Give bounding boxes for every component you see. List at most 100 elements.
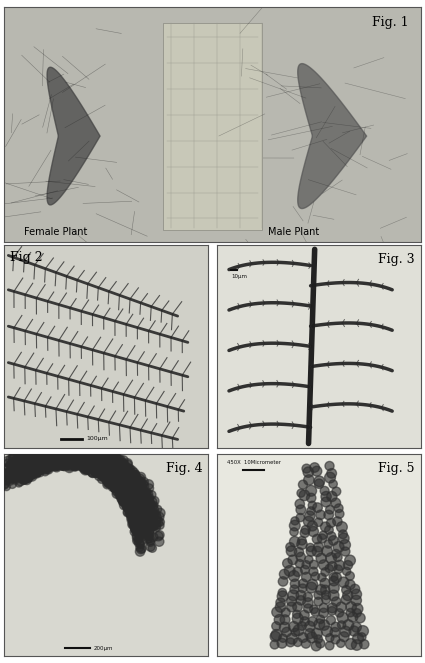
Circle shape (311, 572, 320, 581)
Circle shape (286, 542, 295, 552)
Circle shape (105, 454, 113, 462)
Circle shape (132, 497, 141, 506)
Circle shape (86, 453, 95, 462)
Circle shape (102, 453, 110, 461)
Circle shape (114, 462, 122, 470)
Circle shape (77, 462, 86, 471)
Circle shape (127, 473, 135, 482)
Circle shape (128, 505, 135, 512)
Circle shape (124, 489, 133, 497)
Circle shape (125, 472, 133, 480)
Circle shape (131, 492, 140, 501)
Circle shape (137, 529, 145, 538)
Circle shape (152, 512, 161, 522)
Circle shape (138, 544, 146, 553)
Circle shape (83, 463, 91, 471)
Circle shape (135, 526, 144, 535)
Circle shape (136, 481, 144, 489)
Circle shape (64, 447, 74, 456)
Circle shape (117, 494, 125, 503)
Circle shape (334, 565, 343, 573)
Circle shape (29, 467, 38, 476)
Circle shape (39, 461, 46, 469)
Circle shape (3, 464, 12, 473)
Circle shape (40, 450, 48, 458)
Circle shape (17, 447, 27, 456)
Circle shape (44, 448, 54, 457)
Circle shape (310, 463, 320, 472)
Circle shape (129, 499, 138, 508)
Circle shape (314, 479, 324, 489)
Circle shape (34, 455, 43, 464)
Circle shape (43, 461, 51, 468)
Circle shape (27, 466, 37, 476)
Circle shape (138, 520, 146, 528)
Circle shape (86, 459, 96, 468)
Circle shape (120, 487, 129, 495)
Circle shape (130, 483, 139, 491)
Circle shape (130, 507, 138, 514)
Circle shape (76, 439, 85, 449)
Circle shape (131, 512, 139, 520)
Circle shape (56, 453, 65, 462)
Circle shape (302, 464, 311, 473)
Circle shape (55, 446, 63, 453)
Circle shape (91, 440, 101, 450)
Circle shape (125, 497, 135, 507)
Circle shape (40, 459, 47, 467)
Circle shape (30, 445, 40, 454)
Circle shape (61, 455, 69, 463)
Circle shape (57, 457, 65, 466)
Circle shape (131, 521, 139, 529)
Circle shape (82, 444, 91, 454)
Circle shape (153, 517, 163, 526)
Circle shape (130, 501, 138, 509)
Circle shape (108, 462, 116, 470)
Circle shape (52, 452, 60, 461)
Circle shape (127, 511, 135, 519)
Circle shape (279, 570, 289, 579)
Circle shape (46, 453, 54, 461)
Circle shape (132, 501, 141, 511)
Circle shape (27, 441, 36, 450)
Circle shape (119, 463, 128, 473)
Circle shape (328, 562, 337, 571)
Circle shape (308, 526, 318, 536)
Circle shape (307, 579, 318, 590)
Circle shape (59, 445, 68, 454)
Circle shape (71, 454, 81, 463)
Circle shape (138, 494, 145, 502)
Circle shape (120, 469, 128, 477)
Circle shape (88, 452, 98, 461)
Circle shape (130, 507, 139, 516)
Circle shape (96, 465, 105, 473)
Circle shape (28, 446, 38, 455)
Circle shape (58, 453, 67, 463)
Circle shape (34, 467, 42, 476)
Circle shape (124, 509, 131, 516)
Circle shape (61, 457, 70, 466)
Circle shape (100, 442, 108, 450)
Circle shape (19, 453, 28, 461)
Circle shape (72, 460, 79, 467)
Circle shape (54, 433, 63, 442)
Circle shape (147, 510, 156, 519)
Circle shape (103, 471, 113, 481)
Circle shape (39, 461, 48, 470)
Circle shape (317, 534, 327, 543)
Circle shape (17, 475, 26, 483)
Circle shape (107, 475, 115, 483)
Circle shape (66, 457, 74, 466)
Circle shape (60, 451, 68, 458)
Circle shape (83, 452, 92, 460)
Circle shape (117, 481, 127, 491)
Circle shape (130, 479, 139, 487)
Circle shape (105, 463, 113, 471)
Circle shape (2, 475, 11, 485)
Circle shape (104, 460, 112, 468)
Circle shape (327, 469, 337, 478)
Circle shape (102, 469, 111, 478)
Circle shape (76, 457, 86, 466)
Circle shape (141, 489, 150, 498)
Circle shape (128, 495, 137, 504)
